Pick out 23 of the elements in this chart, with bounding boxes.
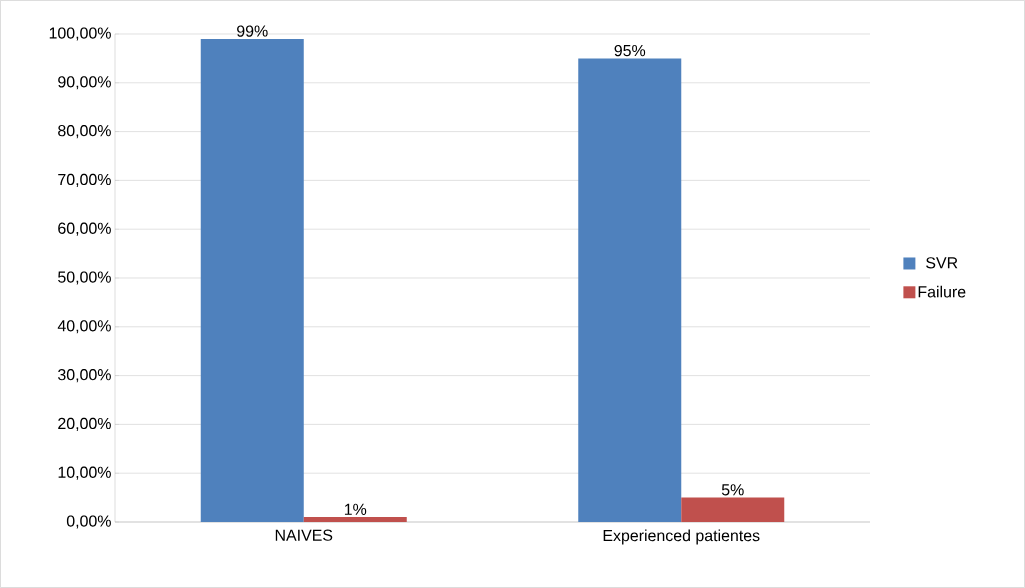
legend-label: Failure (918, 285, 966, 298)
y-tick-label: 20,00% (58, 417, 111, 431)
y-tick-label: 90,00% (58, 76, 111, 90)
y-tick-label: 10,00% (58, 466, 111, 480)
y-tick-label: 30,00% (58, 369, 111, 383)
y-tick-label: 40,00% (57, 320, 111, 334)
y-tick-label: 100,00% (49, 27, 111, 41)
y-tick-label: 0,00% (66, 515, 111, 529)
y-tick-label: 50,00% (58, 271, 111, 285)
data-label: 5% (721, 484, 744, 496)
x-tick-label: Experienced patientes (603, 529, 760, 545)
bar (578, 58, 682, 522)
legend-label: SVR (926, 257, 958, 269)
y-tick-label: 60,00% (58, 222, 111, 236)
y-tick-label: 80,00% (58, 125, 111, 139)
data-label: 95% (614, 44, 646, 57)
bar (303, 517, 407, 522)
bar (200, 38, 304, 522)
x-tick-label: NAIVES (275, 529, 333, 541)
data-label: 99% (237, 25, 268, 37)
y-tick-label: 70,00% (58, 173, 111, 187)
data-label: 1% (344, 503, 367, 515)
bar (681, 497, 785, 522)
